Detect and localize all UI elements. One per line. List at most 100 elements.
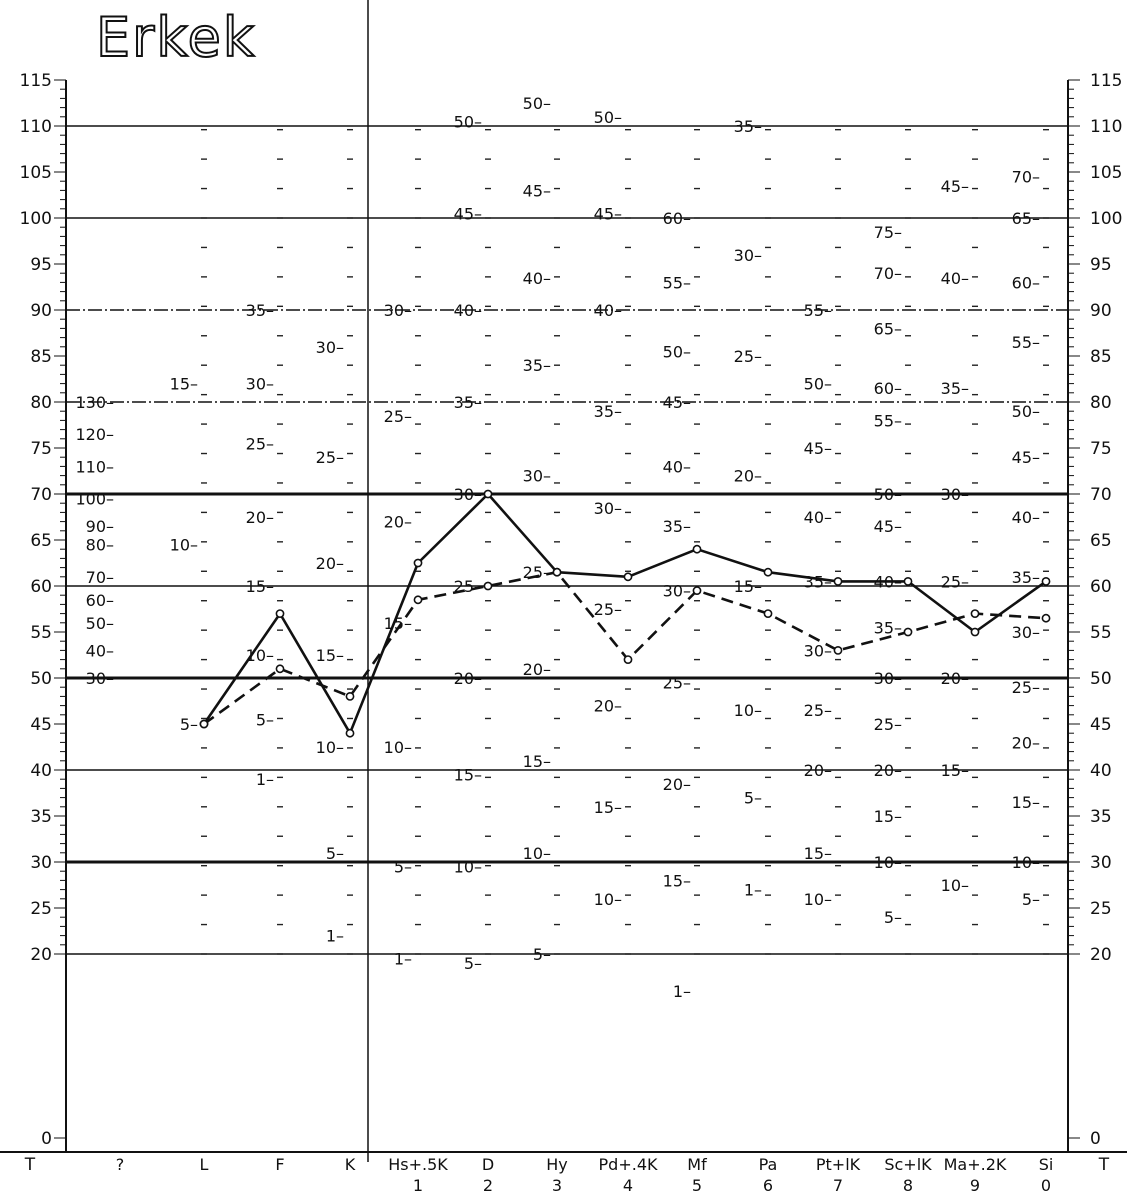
raw-score-label: 35– [941, 379, 969, 398]
raw-score-label: 45– [874, 517, 902, 536]
category-label: Pa [759, 1155, 778, 1174]
raw-score-label: 55– [1012, 333, 1040, 352]
series-lines [199, 489, 1051, 738]
raw-score-label: 5– [464, 954, 482, 973]
category-label: Si [1039, 1155, 1054, 1174]
y-tick-label-left: 25 [30, 899, 52, 919]
solid-profile-point [623, 572, 633, 582]
category-number: 4 [623, 1176, 633, 1195]
y-tick-label-left: 100 [20, 209, 52, 229]
solid-profile-point [345, 728, 355, 738]
y-tick-label-right: 110 [1090, 117, 1122, 137]
raw-score-label: 70– [874, 264, 902, 283]
raw-score-label: 30– [523, 467, 551, 486]
raw-score-label: 35– [246, 301, 274, 320]
raw-score-label: 70– [86, 568, 114, 587]
category-number: 7 [833, 1176, 843, 1195]
dashed-profile-point [903, 627, 913, 637]
raw-score-label: 25– [804, 701, 832, 720]
category-label: Pd+.4K [599, 1155, 658, 1174]
raw-score-label: 15– [734, 577, 762, 596]
raw-score-label: 15– [316, 646, 344, 665]
raw-score-label: 10– [941, 876, 969, 895]
category-label: Sc+lK [884, 1155, 932, 1174]
y-tick-label-right: 115 [1090, 71, 1122, 91]
raw-score-label: 30– [384, 301, 412, 320]
scale-labels: 130– 120– 110– 100– 90–80– 70– 60– 50– 40– 30– 15–… [75, 94, 1049, 1001]
dashed-profile-point [833, 646, 843, 655]
y-tick-label-left: 30 [30, 853, 52, 873]
raw-score-label: 10– [384, 738, 412, 757]
raw-score-label: 25– [523, 563, 551, 582]
raw-score-label: 130– [75, 393, 114, 412]
dashed-profile-point [199, 719, 209, 729]
raw-score-label: 35– [663, 517, 691, 536]
raw-score-label: 45– [941, 177, 969, 196]
dashed-profile-point [345, 692, 355, 701]
category-label: F [275, 1155, 284, 1174]
raw-score-label: 1– [256, 770, 274, 789]
raw-score-label: 30– [663, 582, 691, 601]
raw-score-label: 35– [1012, 568, 1040, 587]
y-tick-label-left: 60 [30, 577, 52, 597]
raw-score-label: 10– [246, 646, 274, 665]
raw-score-label: 10– [170, 536, 198, 555]
raw-score-label: 10– [734, 701, 762, 720]
raw-score-label: 25– [594, 600, 622, 619]
raw-score-label: 25– [1012, 678, 1040, 697]
dashed-profile-point [970, 609, 980, 618]
solid-profile-point [1041, 577, 1051, 586]
raw-score-label: 60– [1012, 273, 1040, 292]
raw-score-label: 10– [316, 738, 344, 757]
y-tick-label-left: 85 [30, 347, 52, 367]
raw-score-label: 50– [86, 614, 114, 633]
category-label: D [482, 1155, 494, 1174]
y-tick-label-right: 35 [1090, 807, 1112, 827]
raw-score-label: 60– [663, 209, 691, 228]
axes: 0 20 25 30 35 40 45 50 55 60 65 70 75 80 85 90 95 100 105 1… [0, 0, 1127, 1162]
y-tick-label-right: 20 [1090, 945, 1112, 965]
chart-title: Erkek [95, 5, 257, 70]
category-label: ? [116, 1155, 125, 1174]
raw-score-label: 40– [1012, 508, 1040, 527]
raw-score-label: 15– [804, 844, 832, 863]
raw-score-label: 65– [1012, 209, 1040, 228]
raw-score-label: 20– [316, 554, 344, 573]
raw-score-label: 120– [75, 425, 114, 444]
raw-score-label: 5– [1022, 890, 1040, 909]
raw-score-label: 20– [594, 697, 622, 716]
y-tick-label-left: 90 [30, 301, 52, 321]
category-number: 8 [903, 1176, 913, 1195]
category-label: Ma+.2K [944, 1155, 1007, 1174]
raw-score-label: 30– [874, 669, 902, 688]
y-tick-label-right: 0 [1090, 1129, 1101, 1149]
raw-score-label: 15– [1012, 793, 1040, 812]
category-label: L [200, 1155, 209, 1174]
y-tick-label-left: 55 [30, 623, 52, 643]
raw-score-label: 25– [734, 347, 762, 366]
solid-profile-point [903, 577, 913, 586]
category-label: Pt+lK [816, 1155, 861, 1174]
raw-score-label: 40– [86, 641, 114, 660]
raw-score-label: 45– [454, 204, 482, 223]
solid-profile-point [413, 558, 423, 568]
solid-profile-point [763, 567, 773, 577]
raw-score-label: 20– [246, 508, 274, 527]
raw-score-label: 80– [86, 536, 114, 555]
y-tick-label-left: 0 [41, 1129, 52, 1149]
y-tick-label-right: 75 [1090, 439, 1112, 459]
raw-score-label: 5– [256, 710, 274, 729]
raw-score-label: 35– [523, 356, 551, 375]
raw-score-label: 1– [744, 881, 762, 900]
y-tick-label-right: 60 [1090, 577, 1112, 597]
solid-profile-point [970, 627, 980, 637]
y-tick-label-left: 65 [30, 531, 52, 551]
raw-score-label: 25– [941, 572, 969, 591]
y-tick-label-right: 30 [1090, 853, 1112, 873]
raw-score-label: 35– [734, 117, 762, 136]
raw-score-label: 110– [75, 457, 114, 476]
y-tick-label-left: 75 [30, 439, 52, 459]
raw-score-label: 75– [874, 223, 902, 242]
raw-score-label: 50– [523, 94, 551, 113]
raw-score-label: 25– [316, 448, 344, 467]
